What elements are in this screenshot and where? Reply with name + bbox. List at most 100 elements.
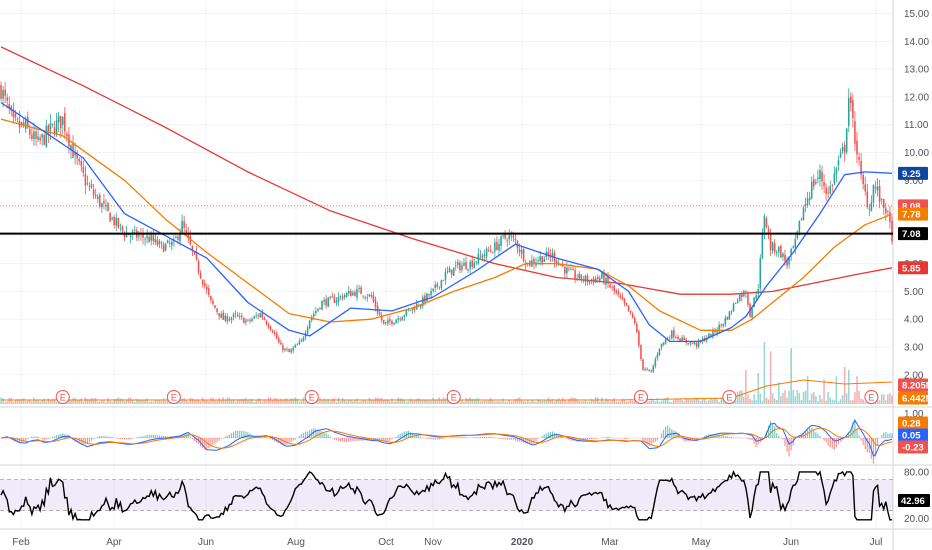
candle-body <box>469 261 471 269</box>
macd-value-badge[interactable]: 0.05 <box>902 431 921 442</box>
macd-histogram-bar <box>502 438 504 440</box>
macd-histogram-bar <box>697 438 700 440</box>
candle-body <box>792 246 794 248</box>
macd-histogram-bar <box>811 427 813 438</box>
macd-histogram-bar <box>514 438 517 441</box>
price-badge[interactable]: 9.25 <box>902 169 921 180</box>
volume-bar <box>395 401 397 404</box>
macd-histogram-bar <box>25 438 27 442</box>
macd-histogram-bar <box>193 438 196 442</box>
volume-bar <box>673 400 675 404</box>
volume-bar <box>817 401 819 404</box>
time-axis[interactable]: FebAprJunAugOctNov2020MarMayJunJulSep <box>12 537 932 548</box>
macd-histogram-bar <box>533 438 535 444</box>
candle-body <box>257 315 260 317</box>
volume-bar <box>815 396 817 404</box>
volume-ma-badge[interactable]: 6.442M <box>902 394 932 405</box>
volume-bar <box>84 397 87 404</box>
volume-badge[interactable]: 8.205M <box>902 381 932 392</box>
macd-histogram-bar <box>243 431 245 438</box>
candle-body <box>882 198 885 208</box>
macd-histogram-bar <box>31 436 33 438</box>
volume-bar <box>20 398 23 404</box>
macd-histogram-bar <box>704 435 706 438</box>
candle-body <box>615 290 618 293</box>
price-badge[interactable]: 7.08 <box>902 229 921 240</box>
volume-bar <box>541 400 543 404</box>
candle-body <box>109 212 111 222</box>
rsi-value-badge[interactable]: 42.96 <box>901 496 925 507</box>
volume-bar <box>183 398 185 404</box>
candle-body <box>47 125 50 134</box>
earnings-marker[interactable] <box>304 390 319 404</box>
volume-bar <box>473 399 476 404</box>
macd-histogram-bar <box>93 438 95 440</box>
volume-bar <box>430 400 432 404</box>
earnings-marker[interactable] <box>446 390 461 404</box>
volume-bar <box>740 390 743 404</box>
candle-body <box>695 342 698 346</box>
price-badge[interactable]: 8.08 <box>902 201 921 212</box>
macd-histogram-bar <box>831 438 833 449</box>
volume-bar <box>249 399 251 404</box>
macd-histogram-bar <box>813 430 815 438</box>
macd-histogram-bar <box>99 435 101 438</box>
earnings-marker[interactable] <box>55 390 70 404</box>
macd-histogram-bar <box>216 438 218 443</box>
macd-histogram-bar <box>516 438 519 442</box>
candle-body <box>633 317 636 324</box>
volume-bar <box>763 342 766 404</box>
price-badge[interactable]: 7.78 <box>902 210 921 221</box>
candle-body <box>306 327 309 334</box>
volume-bar <box>574 398 576 404</box>
price-badge[interactable]: 5.85 <box>902 263 921 274</box>
candle-body <box>773 243 776 253</box>
volume-bar <box>298 401 301 404</box>
candle-body <box>94 194 97 197</box>
macd-histogram-bar <box>51 437 54 438</box>
volume-bar <box>193 400 196 404</box>
candle-body <box>253 316 255 319</box>
volume-bar <box>352 401 354 404</box>
price-axis[interactable]: 2.003.004.005.006.007.008.009.0010.0011.… <box>898 9 929 381</box>
macd-histogram-bar <box>55 435 58 438</box>
macd-histogram-bar <box>825 438 827 443</box>
volume-bar <box>531 399 533 404</box>
macd-signal-badge[interactable]: 0.28 <box>902 419 921 430</box>
candle-body <box>111 217 113 220</box>
candle-body <box>730 311 733 313</box>
macd-histogram-bar <box>97 436 99 438</box>
volume-bar <box>780 395 782 404</box>
volume-bar <box>70 399 72 404</box>
volume-bar <box>662 399 665 404</box>
volume-bar <box>485 400 488 404</box>
volume-bar <box>317 400 319 404</box>
macd-histogram-bar <box>313 428 315 438</box>
candle-body <box>718 324 720 332</box>
candle-body <box>26 116 29 128</box>
macd-histogram-bar <box>356 438 358 442</box>
volume-bar <box>300 401 303 404</box>
earnings-marker[interactable] <box>166 390 181 404</box>
volume-bar <box>275 398 278 404</box>
candle-body <box>183 221 185 228</box>
earnings-marker[interactable] <box>722 390 737 404</box>
candle-body <box>874 186 877 189</box>
macd-histogram-bar <box>109 436 111 438</box>
candle-body <box>656 354 659 359</box>
volume-bar <box>290 398 292 404</box>
earnings-marker-label: E <box>171 393 177 403</box>
candle-body <box>564 266 566 274</box>
earnings-marker[interactable] <box>633 390 648 404</box>
candle-body <box>440 280 443 288</box>
volume-bar <box>230 399 233 404</box>
rsi-panel: 80.00 20.00 42.96 <box>0 467 930 525</box>
macd-histogram-badge-bg <box>898 440 928 454</box>
macd-histogram-badge[interactable]: -0.23 <box>902 443 924 454</box>
candle-body <box>687 343 690 345</box>
macd-histogram-bar <box>300 434 303 438</box>
earnings-marker[interactable] <box>864 390 879 404</box>
volume-bar <box>489 397 492 404</box>
